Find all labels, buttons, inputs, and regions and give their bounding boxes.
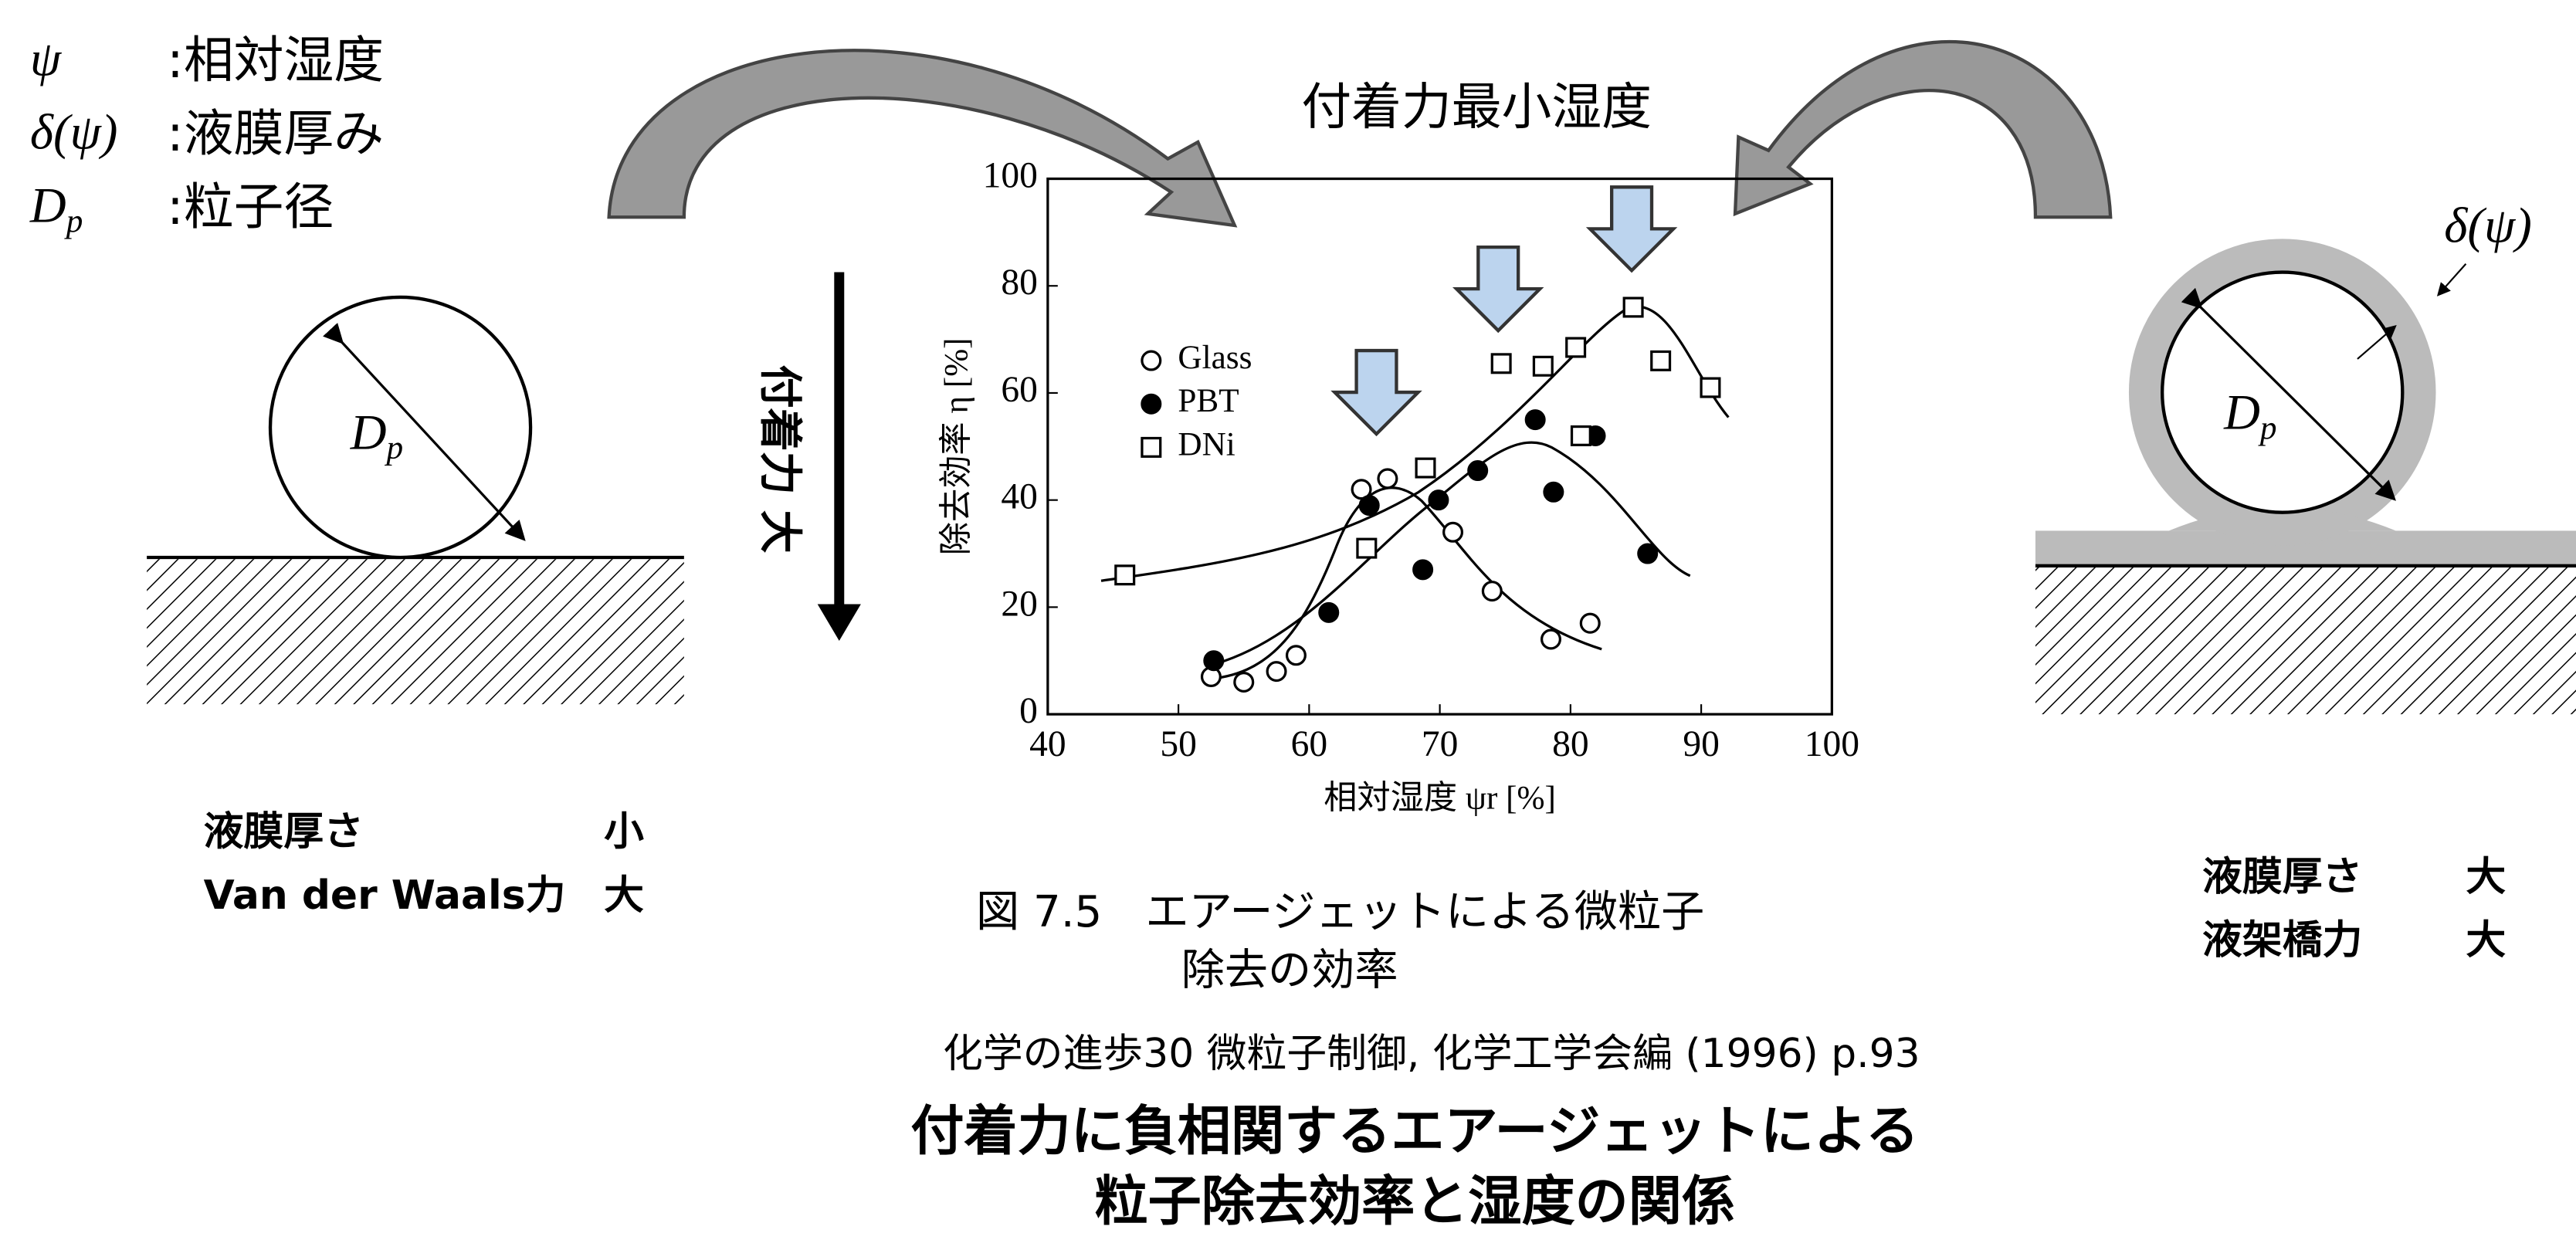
y-tick-label: 80 (1001, 263, 1038, 303)
marker-square (1650, 350, 1672, 371)
label: 液膜厚さ (204, 809, 364, 855)
x-tick-label: 50 (1160, 724, 1197, 764)
headline: 付着力に負相関するエアージェットによる (910, 1101, 1919, 1163)
marker-square (1532, 355, 1554, 377)
marker-square (1356, 537, 1378, 559)
film-arrow (2357, 325, 2397, 360)
left-labels: 液膜厚さ 小 Van der Waals力 大 (204, 809, 645, 919)
marker-circle (1318, 601, 1340, 623)
label: 大 (604, 872, 644, 919)
right-labels: 液膜厚さ 大 液架橋力 大 (2202, 854, 2506, 964)
marker-circle (1524, 409, 1546, 431)
particle (2161, 270, 2405, 514)
x-tick-label: 70 (1422, 724, 1459, 764)
x-tick-label: 90 (1683, 724, 1720, 764)
legend-label: Glass (1178, 339, 1252, 376)
y-tick-label: 20 (1001, 584, 1038, 624)
diameter-label: Dp (2223, 384, 2276, 445)
marker-circle (1428, 489, 1449, 511)
marker-circle (1141, 350, 1162, 371)
curved-arrow (1733, 39, 2113, 219)
dni-curve (1100, 305, 1730, 582)
marker-circle (1266, 661, 1287, 683)
marker-circle (1543, 481, 1564, 503)
diameter-label: Dp (350, 405, 403, 466)
caption-line: 図 7.5 エアージェットによる微粒子 (976, 887, 1704, 937)
blue-arrow (1452, 245, 1544, 334)
label: Van der Waals力 (204, 872, 566, 919)
headline: 粒子除去効率と湿度の関係 (1094, 1170, 1735, 1232)
marker-circle (1358, 495, 1380, 517)
definition: :相対湿度 (167, 32, 384, 90)
definitions: ψ :相対湿度 δ(ψ) :液膜厚み Dp :粒子径 (29, 31, 384, 239)
marker-circle (1285, 645, 1307, 666)
marker-circle (1351, 479, 1372, 500)
blue-arrow (1330, 348, 1422, 437)
y-axis-label: 除去効率 η [%] (937, 337, 974, 555)
marker-circle (1233, 671, 1255, 693)
force-label: 付着力 大 (754, 364, 805, 553)
caption-line: 除去の効率 (1181, 946, 1398, 996)
legend-label: DNi (1178, 425, 1235, 462)
marker-square (1570, 425, 1591, 446)
y-tick-label: 40 (1001, 477, 1038, 517)
particle (268, 295, 533, 560)
glass-curve (1204, 486, 1602, 681)
y-tick-label: 0 (1019, 691, 1038, 731)
callout: 付着力最小湿度 (1301, 79, 1652, 137)
marker-circle (1203, 650, 1225, 672)
symbol: Dp (29, 178, 83, 239)
label: 液架橋力 (2202, 917, 2362, 964)
x-tick-label: 40 (1029, 724, 1066, 764)
plot-frame (1046, 177, 1833, 716)
marker-circle (1481, 581, 1503, 602)
marker-square (1114, 564, 1136, 586)
blue-arrow (1585, 185, 1678, 273)
marker-square (1700, 377, 1721, 398)
chart: 40 50 60 70 80 90 100 0 20 40 60 80 100 相対湿度 ψr [%] 除去… (937, 155, 1859, 816)
marker-circle (1579, 612, 1601, 634)
legend-label: PBT (1178, 382, 1239, 419)
y-tick-label: 60 (1001, 370, 1038, 410)
ground (2035, 567, 2576, 715)
marker-square (1565, 337, 1587, 358)
definition: :粒子径 (167, 178, 334, 236)
diameter-arrow (2181, 287, 2396, 501)
marker-square (1490, 353, 1512, 374)
marker-circle (1141, 393, 1162, 415)
label: 液膜厚さ (2202, 854, 2362, 900)
symbol: ψ (30, 31, 63, 86)
x-tick-label: 100 (1805, 724, 1859, 764)
marker-circle (1377, 468, 1398, 489)
y-tick-label: 100 (983, 155, 1038, 195)
pbt-curve (1207, 441, 1691, 668)
film-arrow (2436, 263, 2467, 296)
definition: :液膜厚み (167, 105, 384, 163)
label: 大 (2466, 917, 2506, 964)
ground (147, 559, 684, 705)
label: 小 (604, 809, 644, 855)
film-label: δ(ψ) (2444, 198, 2532, 253)
symbol: δ(ψ) (30, 104, 118, 160)
marker-circle (1540, 628, 1561, 650)
marker-circle (1412, 559, 1434, 581)
diameter-arrow (323, 323, 526, 541)
figure-caption: 図 7.5 エアージェットによる微粒子 除去の効率 (976, 887, 1704, 996)
x-tick-label: 80 (1552, 724, 1589, 764)
marker-circle (1637, 543, 1659, 564)
x-tick-label: 60 (1291, 724, 1328, 764)
curved-arrow (607, 49, 1238, 228)
marker-square (1622, 296, 1644, 318)
x-axis-label: 相対湿度 ψr [%] (1324, 779, 1556, 816)
liquid-bridge (2168, 507, 2396, 531)
marker-square (1415, 457, 1436, 479)
minimum-markers (1330, 185, 1678, 437)
source: 化学の進歩30 微粒子制御, 化学工学会編 (1996) p.93 (943, 1031, 1920, 1077)
marker-square (1141, 436, 1162, 458)
marker-circle (1442, 521, 1464, 543)
marker-circle (1467, 460, 1489, 482)
label: 大 (2466, 854, 2506, 900)
force-arrow-head (817, 604, 861, 642)
